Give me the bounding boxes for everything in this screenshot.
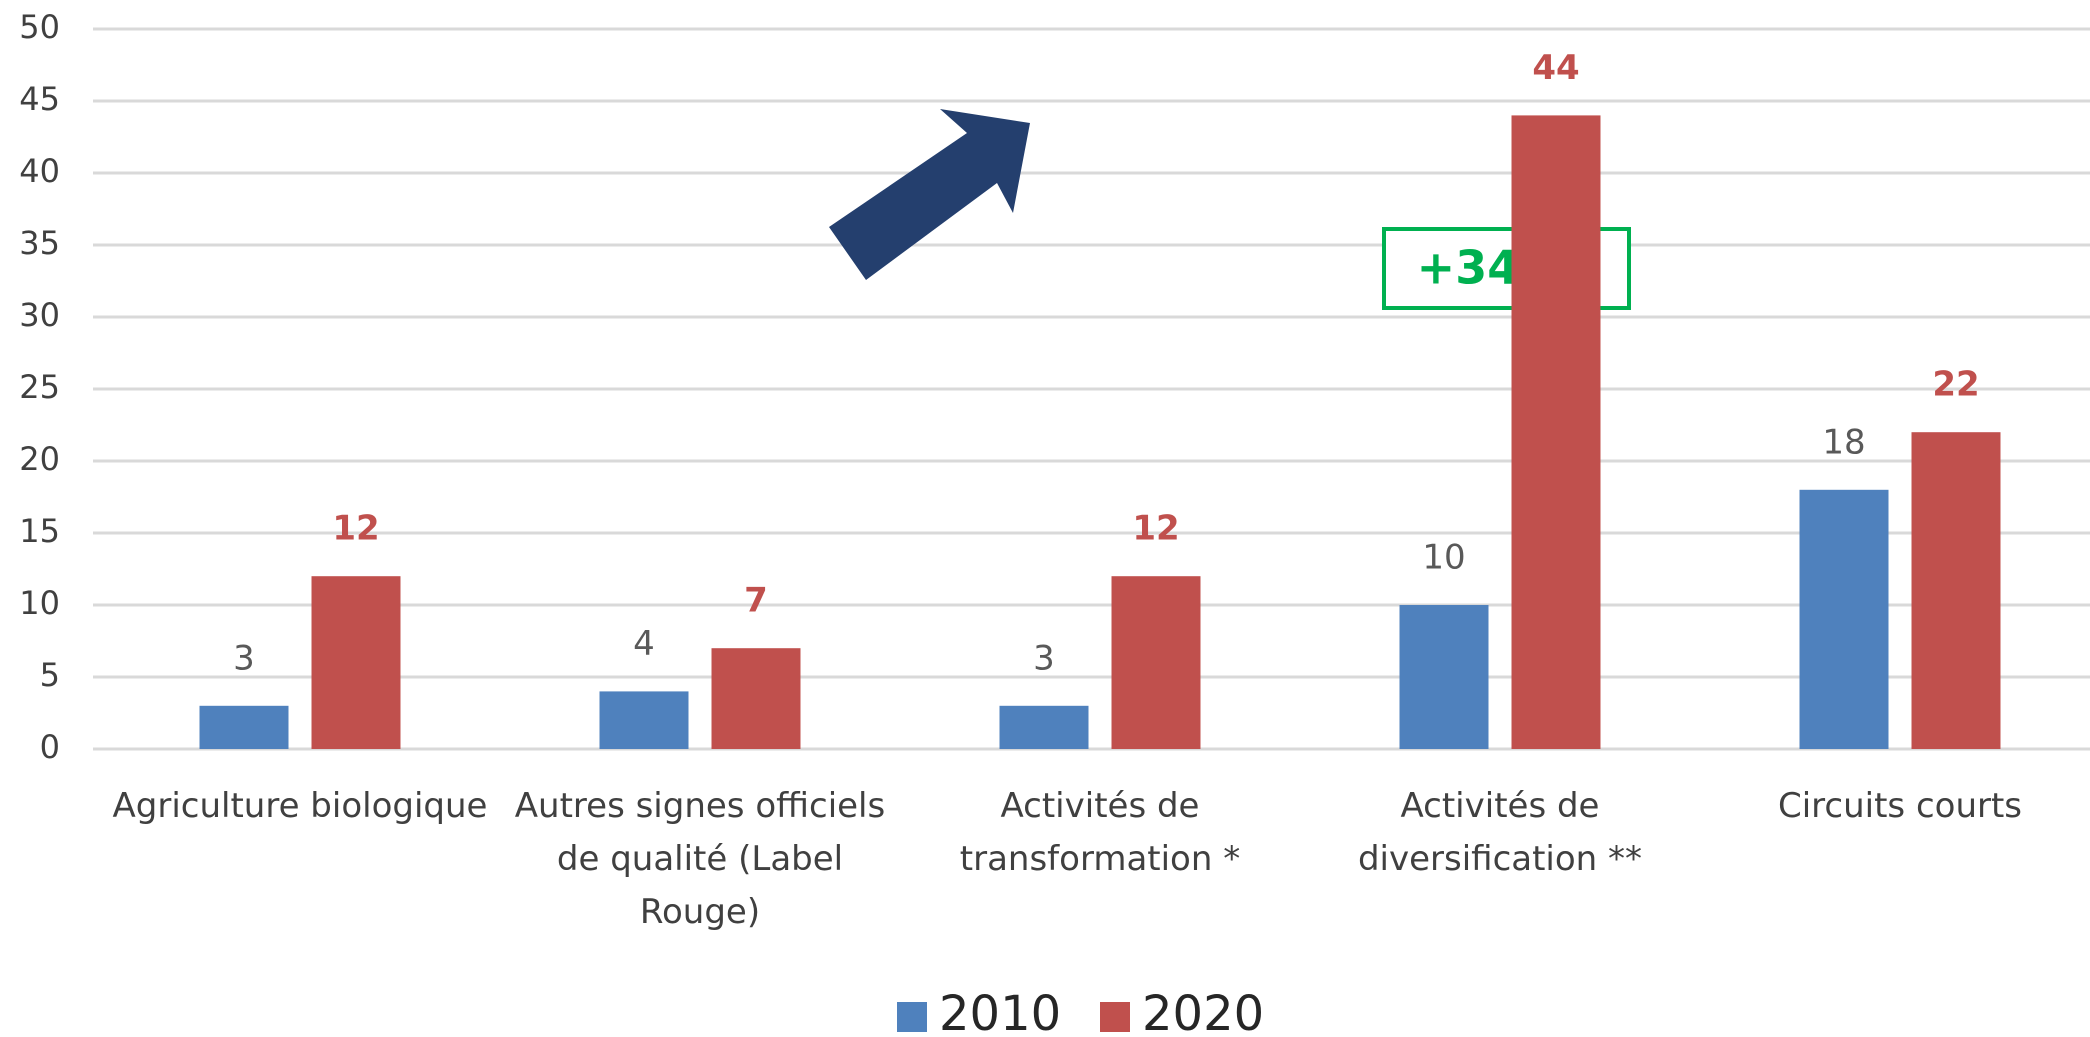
bar <box>999 705 1089 749</box>
y-tick-label: 15 <box>19 512 60 550</box>
x-tick-label: Activités de diversification ** <box>1357 786 1643 879</box>
bar <box>1799 489 1889 749</box>
y-tick-label: 30 <box>19 296 60 334</box>
legend-swatch <box>897 1002 927 1032</box>
y-tick-label: 50 <box>19 8 60 46</box>
value-label: 22 <box>1932 365 1979 405</box>
y-tick-label: 35 <box>19 224 60 262</box>
value-label: 3 <box>1033 638 1055 678</box>
y-tick-label: 20 <box>19 440 60 478</box>
bar <box>1911 432 2001 749</box>
x-tick-label: Circuits courts <box>1777 786 2023 826</box>
bar <box>1511 115 1601 749</box>
value-label: 18 <box>1822 422 1865 462</box>
y-tick-label: 45 <box>19 80 60 118</box>
value-label: 44 <box>1532 48 1579 88</box>
y-tick-label: 5 <box>40 656 60 694</box>
value-label: 3 <box>233 638 255 678</box>
value-label: 12 <box>1132 509 1179 549</box>
x-tick-label: Activités de transformation * <box>959 786 1241 879</box>
bar <box>311 576 401 749</box>
y-tick-label: 0 <box>40 728 60 766</box>
bar <box>199 705 289 749</box>
y-tick-label: 10 <box>19 584 60 622</box>
x-tick-label: Agriculture biologique <box>112 786 488 826</box>
trend-arrow <box>829 109 1030 280</box>
y-tick-label: 40 <box>19 152 60 190</box>
value-label: 7 <box>744 581 768 621</box>
legend-label: 2010 <box>939 986 1061 1037</box>
x-tick-label: Autres signes officiels de qualité (Labe… <box>514 786 886 932</box>
bar <box>711 648 801 749</box>
value-label: 10 <box>1422 538 1465 578</box>
y-tick-label: 25 <box>19 368 60 406</box>
legend-swatch <box>1100 1002 1130 1032</box>
bar <box>599 691 689 749</box>
value-label: 12 <box>332 509 379 549</box>
bar <box>1111 576 1201 749</box>
value-label: 4 <box>633 624 655 664</box>
legend-label: 2020 <box>1142 986 1264 1037</box>
bar <box>1399 605 1489 749</box>
